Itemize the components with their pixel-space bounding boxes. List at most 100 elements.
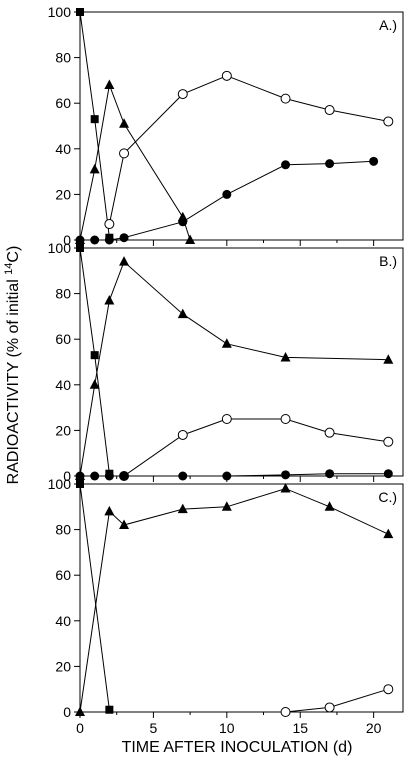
x-tick-label: 5 <box>150 720 158 736</box>
data-point-filled-circle <box>75 235 85 245</box>
data-point-filled-circle <box>104 471 114 481</box>
series-open-circle <box>280 684 394 717</box>
y-tick-label: 20 <box>55 186 71 202</box>
y-tick-label: 80 <box>55 522 71 538</box>
data-point-triangle <box>177 308 188 319</box>
x-tick-label: 15 <box>292 720 308 736</box>
y-tick-label: 20 <box>55 422 71 438</box>
panel-label: C.) <box>378 489 397 505</box>
y-tick-label: 60 <box>55 331 71 347</box>
data-point-open-circle <box>221 414 232 424</box>
data-point-filled-circle <box>90 471 100 481</box>
y-axis-title-main: RADIOACTIVITY (% of initial <box>5 275 22 485</box>
y-tick-label: 100 <box>48 4 72 20</box>
data-point-filled-circle <box>119 233 129 243</box>
data-point-square <box>76 480 84 488</box>
y-tick-label: 40 <box>55 613 71 629</box>
data-point-filled-circle <box>222 189 232 199</box>
data-point-filled-circle <box>325 159 335 169</box>
data-point-square <box>105 705 114 714</box>
y-axis-title-end: C) <box>5 246 22 263</box>
data-point-triangle <box>89 379 100 389</box>
data-point-triangle <box>104 294 115 305</box>
series-filled-circle <box>75 156 379 245</box>
panel-1: 0 20 40 60 80 100 A.) <box>48 4 404 248</box>
panels: 0 20 40 60 80 100 A.) 0 20 40 60 80 100 B.) 0 20 40 60 80 1… <box>48 4 404 736</box>
y-tick-label: 0 <box>63 232 71 248</box>
data-point-filled-circle <box>104 235 114 245</box>
data-point-triangle <box>119 256 130 266</box>
x-tick-label: 10 <box>219 720 235 736</box>
panel-label: B.) <box>379 253 397 269</box>
y-tick-label: 40 <box>55 141 71 157</box>
series-triangle <box>75 483 394 716</box>
series-line <box>285 688 389 713</box>
y-tick-label: 80 <box>55 50 71 66</box>
y-tick-label: 60 <box>55 567 71 583</box>
x-axis-title: TIME AFTER INOCULATION (d) <box>122 739 353 756</box>
data-point-filled-circle <box>90 235 100 245</box>
y-axis-title: RADIOACTIVITY (% of initial 14C) <box>3 246 22 485</box>
data-point-triangle <box>383 528 394 539</box>
y-tick-label: 0 <box>63 704 71 720</box>
data-point-open-circle <box>324 105 335 116</box>
data-point-filled-circle <box>75 471 85 481</box>
data-point-open-circle <box>324 702 335 713</box>
series-square <box>76 480 114 714</box>
data-point-open-circle <box>280 707 291 717</box>
series-triangle <box>75 256 394 480</box>
series-square <box>76 8 114 242</box>
series-open-circle <box>104 70 394 230</box>
data-point-filled-circle <box>222 471 232 481</box>
data-point-triangle <box>119 519 130 530</box>
data-point-open-circle <box>104 219 115 230</box>
series-line <box>79 260 389 477</box>
series-open-circle <box>119 414 394 481</box>
data-point-open-circle <box>280 414 291 424</box>
data-point-triangle <box>185 234 196 244</box>
data-point-triangle <box>75 706 85 716</box>
data-point-filled-circle <box>325 469 335 479</box>
data-point-triangle <box>89 163 100 174</box>
data-point-filled-circle <box>119 471 129 481</box>
data-point-open-circle <box>221 70 232 81</box>
series-line <box>80 160 374 241</box>
data-point-filled-circle <box>369 156 379 166</box>
series-line <box>108 75 389 225</box>
series-line <box>79 11 110 238</box>
data-point-open-circle <box>383 116 394 127</box>
series-line <box>79 247 110 474</box>
x-tick-label: 20 <box>366 720 382 736</box>
data-point-open-circle <box>177 89 188 100</box>
series-line <box>79 83 191 241</box>
data-point-open-circle <box>177 429 188 440</box>
series-line <box>79 488 389 713</box>
y-tick-label: 80 <box>55 286 71 302</box>
plot-frame <box>79 483 404 713</box>
data-point-filled-circle <box>178 471 188 481</box>
data-point-triangle <box>104 505 115 516</box>
data-point-open-circle <box>324 427 335 438</box>
y-tick-label: 40 <box>55 377 71 393</box>
plot-frame <box>79 247 404 477</box>
data-point-triangle <box>280 483 291 493</box>
data-point-square <box>76 8 84 16</box>
y-tick-label: 60 <box>55 95 71 111</box>
data-point-open-circle <box>383 684 394 695</box>
data-point-triangle <box>383 354 394 364</box>
y-tick-label: 100 <box>48 476 72 492</box>
data-point-square <box>90 115 99 124</box>
panel-2: 0 20 40 60 80 100 B.) <box>48 240 404 484</box>
y-tick-label: 100 <box>48 240 72 256</box>
data-point-triangle <box>177 503 188 514</box>
data-point-triangle <box>119 118 130 128</box>
series-line <box>123 418 389 477</box>
data-point-open-circle <box>383 436 394 447</box>
panel-label: A.) <box>379 17 397 33</box>
data-point-triangle <box>221 501 232 511</box>
data-point-filled-circle <box>178 217 188 227</box>
data-point-filled-circle <box>281 160 291 170</box>
series-filled-circle <box>75 469 393 481</box>
y-tick-label: 0 <box>63 468 71 484</box>
